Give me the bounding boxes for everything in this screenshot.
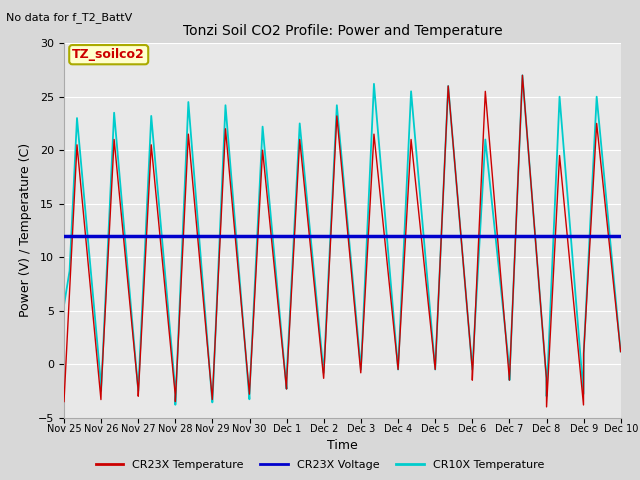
Y-axis label: Power (V) / Temperature (C): Power (V) / Temperature (C) xyxy=(19,144,33,317)
Title: Tonzi Soil CO2 Profile: Power and Temperature: Tonzi Soil CO2 Profile: Power and Temper… xyxy=(182,24,502,38)
Legend: CR23X Temperature, CR23X Voltage, CR10X Temperature: CR23X Temperature, CR23X Voltage, CR10X … xyxy=(91,456,549,474)
X-axis label: Time: Time xyxy=(327,439,358,453)
Text: TZ_soilco2: TZ_soilco2 xyxy=(72,48,145,61)
Text: No data for f_T2_BattV: No data for f_T2_BattV xyxy=(6,12,132,23)
